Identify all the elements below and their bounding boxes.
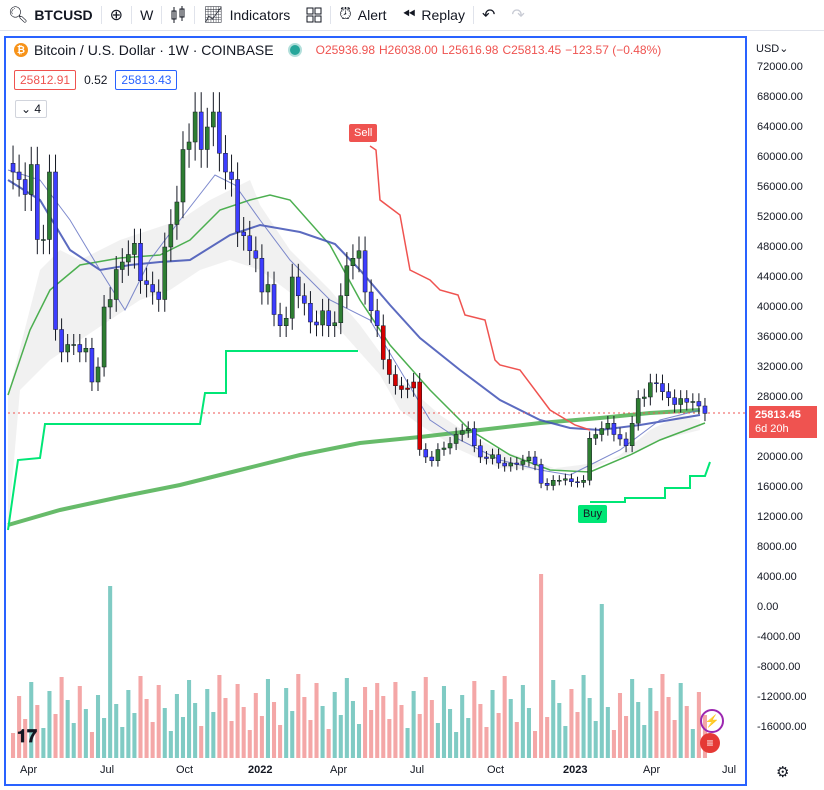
time-tick-label: Apr	[20, 764, 38, 776]
candlestick-icon	[171, 6, 185, 23]
buy-price-button[interactable]: 25813.43	[115, 70, 178, 90]
redo-button[interactable]: ↷	[503, 0, 532, 30]
price-tick-label: 48000.00	[757, 241, 803, 253]
price-tick-label: 4000.00	[757, 571, 797, 583]
indicators-collapse-button[interactable]: ⌄ 4	[15, 100, 48, 118]
alert-button[interactable]: ⏰︎ Alert	[331, 0, 394, 30]
bar-countdown: 6d 20h	[755, 423, 789, 435]
change-value: −123.57 (−0.48%)	[565, 43, 662, 57]
low-value: L25616.98	[441, 43, 499, 57]
buy-signal-label: Buy	[578, 505, 607, 523]
sell-price-button[interactable]: 25812.91	[14, 70, 77, 90]
divider	[131, 6, 133, 24]
price-tick-label: 12000.00	[757, 511, 803, 523]
rewind-icon: ⏪︎	[402, 6, 416, 23]
layouts-button[interactable]	[298, 0, 330, 30]
price-tick-label: 56000.00	[757, 181, 803, 193]
chart-type-button[interactable]	[162, 0, 194, 30]
search-icon: 🔍︎	[8, 7, 29, 24]
price-tick-label: 36000.00	[757, 331, 803, 343]
price-tick-label: 32000.00	[757, 361, 803, 373]
lightning-icon[interactable]: ⚡	[700, 709, 724, 733]
price-tick-label: 72000.00	[757, 61, 803, 73]
interval-label: W	[140, 7, 154, 23]
ohlc-values: O25936.98 H26038.00 L25616.98 C25813.45 …	[316, 43, 662, 57]
current-price-tag: 25813.45 6d 20h	[749, 406, 817, 438]
bitcoin-icon: ₿	[14, 43, 28, 57]
gear-icon[interactable]: ⚙	[776, 764, 790, 781]
price-tick-label: -16000.00	[757, 721, 807, 733]
time-axis[interactable]: Apr Jul Oct 2022 Apr Jul Oct 2023 Apr Jul	[6, 760, 747, 786]
price-tick-label: 28000.00	[757, 391, 803, 403]
indicators-button[interactable]: 📈︎ Indicators	[195, 0, 298, 30]
chevron-down-icon: ⌄	[21, 102, 32, 116]
price-tick-label: 60000.00	[757, 151, 803, 163]
price-tick-label: 68000.00	[757, 91, 803, 103]
trade-buttons: 25812.91 0.52 25813.43	[14, 70, 178, 90]
price-tick-label: 40000.00	[757, 301, 803, 313]
plus-circle-icon: ⊕	[109, 7, 124, 24]
divider	[161, 6, 163, 24]
divider	[100, 6, 102, 24]
open-value: O25936.98	[315, 43, 375, 57]
price-tick-label: 8000.00	[757, 541, 797, 553]
currency-label: USD	[756, 43, 780, 55]
time-tick-label: Jul	[410, 764, 425, 776]
time-tick-label: Apr	[643, 764, 661, 776]
price-tick-label: 64000.00	[757, 121, 803, 133]
price-tick-label: -12000.00	[757, 691, 807, 703]
replay-label: Replay	[421, 7, 465, 23]
time-tick-label: 2023	[563, 764, 588, 776]
chevron-down-icon: ⌄	[779, 43, 789, 55]
undo-button[interactable]: ↶	[474, 0, 503, 30]
alarm-clock-icon: ⏰︎	[339, 6, 352, 23]
indicators-label: Indicators	[229, 7, 291, 23]
alert-label: Alert	[357, 7, 387, 23]
high-value: H26038.00	[379, 43, 438, 57]
symbol-title: Bitcoin / U.S. Dollar · 1W · COINBASE	[34, 42, 274, 58]
time-tick-label: Oct	[176, 764, 194, 776]
divider	[330, 6, 332, 24]
price-tick-label: 44000.00	[757, 271, 803, 283]
flag-icon[interactable]: ≡	[700, 733, 720, 753]
currency-selector[interactable]: USD⌄	[756, 42, 788, 55]
price-tick-label: 0.00	[757, 601, 779, 613]
price-tick-label: 16000.00	[757, 481, 803, 493]
divider	[194, 6, 196, 24]
price-tick-label: 52000.00	[757, 211, 803, 223]
divider	[472, 6, 474, 24]
indicator-count: 4	[34, 102, 42, 116]
time-tick-label: Apr	[330, 764, 348, 776]
market-status-icon[interactable]	[287, 43, 302, 57]
grid-layout-icon	[306, 7, 322, 23]
time-tick-label: Jul	[100, 764, 115, 776]
price-tick-label: -4000.00	[757, 631, 801, 643]
top-toolbar: 🔍︎ BTCUSD ⊕ W 📈︎ Indicators ⏰︎ Alert ⏪︎ …	[0, 0, 824, 31]
spread-value: 0.52	[84, 73, 108, 87]
tradingview-logo[interactable]: 𝟏𝟕	[17, 726, 38, 746]
time-tick-label: 2022	[248, 764, 273, 776]
close-value: C25813.45	[502, 43, 562, 57]
time-tick-label: Oct	[487, 764, 505, 776]
chart-pane[interactable]	[4, 36, 747, 786]
symbol-search[interactable]: 🔍︎ BTCUSD	[0, 0, 101, 30]
compare-button[interactable]: ⊕	[102, 0, 131, 30]
time-tick-label: Jul	[722, 764, 737, 776]
price-tick-label: -8000.00	[757, 661, 801, 673]
replay-button[interactable]: ⏪︎ Replay	[395, 0, 473, 30]
sell-signal-label: Sell	[349, 124, 378, 142]
current-price-value: 25813.45	[755, 409, 801, 421]
interval-button[interactable]: W	[132, 0, 161, 30]
price-tick-label: 20000.00	[757, 451, 803, 463]
indicators-icon: 📈︎	[203, 7, 224, 24]
redo-icon: ↷	[511, 7, 525, 24]
price-axis[interactable]: 72000.00 68000.00 64000.00 60000.00 56000.00…	[747, 36, 824, 760]
symbol-label: BTCUSD	[34, 7, 93, 23]
chart-legend: ₿ Bitcoin / U.S. Dollar · 1W · COINBASE …	[14, 42, 661, 58]
undo-icon: ↶	[481, 7, 496, 24]
